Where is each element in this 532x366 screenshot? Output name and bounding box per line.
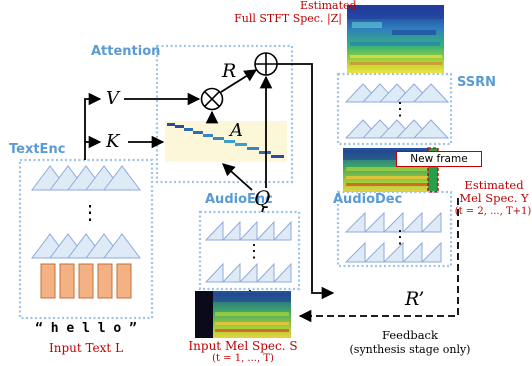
v-label: V bbox=[106, 88, 119, 109]
audioenc-upper-conv-layer bbox=[204, 220, 292, 241]
stft-caption-line1: Estimated bbox=[300, 0, 357, 12]
audiodec-block bbox=[336, 190, 453, 268]
feedback-caption-line2: (synthesis stage only) bbox=[349, 343, 471, 356]
audiodec-title: AudioDec bbox=[333, 192, 403, 207]
new-frame-highlight bbox=[427, 147, 439, 193]
r-label: R bbox=[222, 60, 237, 82]
input-mel-caption-line1: Input Mel Spec. S bbox=[188, 339, 298, 353]
input-text-caption: Input Text L bbox=[48, 341, 124, 355]
r-prime-label: R’ bbox=[405, 288, 425, 310]
mel-y-caption-line3: (t = 2, ..., T+1) bbox=[454, 206, 532, 217]
audiodec-upper-conv-layer bbox=[344, 211, 442, 233]
arrow-textenc-to-v bbox=[84, 92, 102, 160]
flow-arrows bbox=[84, 63, 335, 300]
attention-matrix bbox=[165, 121, 287, 162]
ssrn-block bbox=[336, 72, 453, 146]
ssrn-title: SSRN bbox=[457, 75, 497, 90]
concat-operator bbox=[254, 52, 278, 76]
stft-caption-line2: Full STFT Spec. |Z| bbox=[234, 12, 342, 25]
character-embeddings bbox=[40, 263, 132, 299]
feedback-caption-line1: Feedback bbox=[382, 328, 438, 342]
audioenc-title: AudioEnc bbox=[205, 192, 273, 207]
ssrn-upper-conv-layer bbox=[344, 83, 450, 103]
input-text-example: “ h e l l o ” bbox=[35, 321, 137, 336]
textenc-title: TextEnc bbox=[9, 142, 66, 157]
audioenc-lower-conv-layer bbox=[204, 262, 292, 283]
textenc-upper-conv-layer bbox=[31, 165, 141, 191]
stft-spectrogram bbox=[347, 5, 444, 73]
ssrn-lower-conv-layer bbox=[344, 119, 450, 139]
multiply-operator bbox=[200, 87, 224, 111]
textenc-ellipsis: ⋮ bbox=[80, 200, 100, 224]
input-mel-caption-line2: (t = 1, ..., T) bbox=[212, 353, 274, 364]
textenc-block bbox=[18, 158, 154, 320]
ssrn-ellipsis: ⋮ bbox=[391, 99, 409, 120]
feedback-arrow bbox=[298, 198, 459, 323]
q-label: Q bbox=[254, 186, 271, 210]
arrow-audioenc-to-q bbox=[261, 205, 265, 213]
mel-y-caption-line1: Estimated bbox=[464, 178, 524, 192]
a-label: A bbox=[230, 120, 243, 141]
k-label: K bbox=[106, 131, 120, 152]
mel-y-caption-line2: Mel Spec. Y bbox=[459, 191, 529, 205]
new-frame-label: New frame bbox=[396, 151, 482, 167]
audioenc-block bbox=[198, 210, 301, 291]
attention-title: Attention bbox=[91, 44, 161, 59]
arrow-multiply-to-concat bbox=[220, 69, 258, 93]
textenc-lower-conv-layer bbox=[31, 233, 141, 259]
audioenc-ellipsis: ⋮ bbox=[245, 241, 263, 262]
audiodec-ellipsis: ⋮ bbox=[391, 227, 409, 248]
audiodec-lower-conv-layer bbox=[344, 241, 442, 263]
input-mel-spectrogram bbox=[195, 291, 291, 338]
arrow-q-to-attention bbox=[222, 163, 253, 191]
arrow-concat-to-audiodec bbox=[277, 63, 335, 300]
